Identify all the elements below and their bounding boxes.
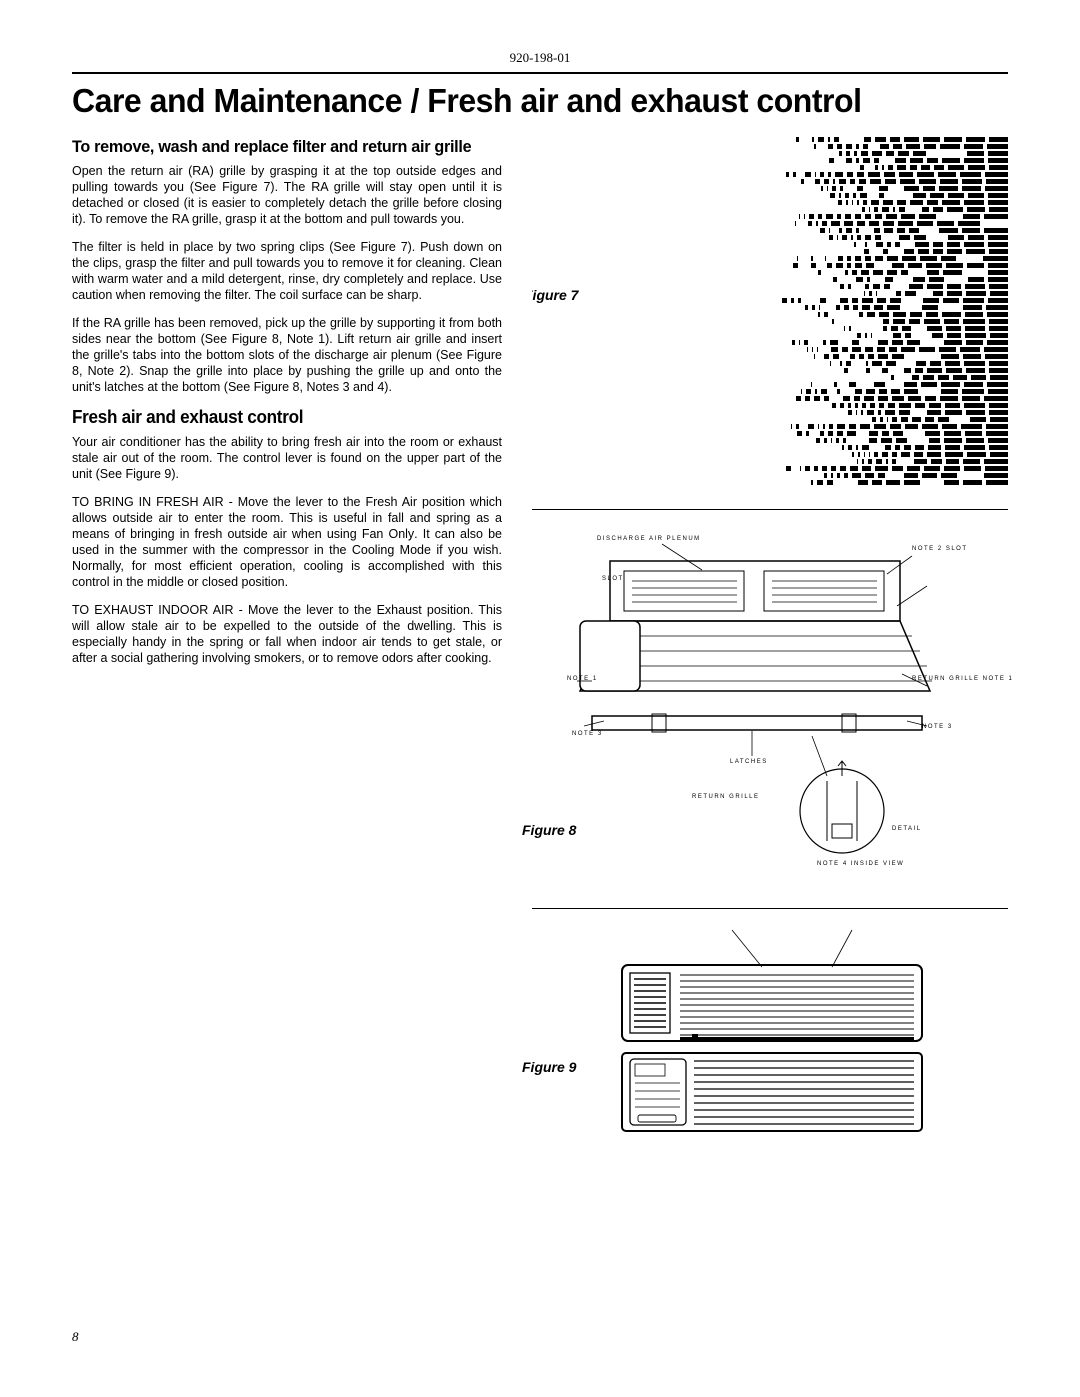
diagram-label: LATCHES	[730, 759, 768, 765]
text-run-term: Fan Only	[362, 527, 414, 541]
diagram-label: NOTE 4 INSIDE VIEW	[817, 861, 904, 867]
figure-column: Figure 7 Figure 8	[532, 137, 1008, 1153]
two-column-layout: To remove, wash and replace filter and r…	[72, 137, 1008, 1153]
page-title: Care and Maintenance / Fresh air and exh…	[72, 84, 980, 119]
divider	[532, 509, 1008, 510]
page-number: 8	[72, 1329, 79, 1345]
figure-9: Figure 9	[532, 925, 1008, 1145]
text-run-term: Exhaust	[377, 603, 422, 617]
diagram-label: RETURN GRILLE NOTE 1	[912, 676, 1013, 682]
section-heading-filter: To remove, wash and replace filter and r…	[72, 137, 481, 157]
diagram-label: NOTE 3	[572, 731, 603, 737]
figure-7-graphic	[592, 137, 1008, 497]
text-run-term: Fresh Air	[365, 495, 417, 509]
diagram-label: DETAIL	[892, 826, 922, 832]
diagram-label: NOTE 2 SLOT	[912, 546, 968, 552]
diagram-label: SLOT	[602, 576, 624, 582]
paragraph: TO BRING IN FRESH AIR - Move the lever t…	[72, 494, 502, 590]
figure-label: Figure 7	[532, 287, 578, 303]
diagram-label: RETURN GRILLE	[692, 794, 760, 800]
figure-7: Figure 7	[532, 137, 1008, 497]
text-run: TO EXHAUST INDOOR AIR - Move the lever t…	[72, 603, 377, 617]
paragraph: If the RA grille has been removed, pick …	[72, 315, 502, 395]
top-rule	[72, 72, 1008, 74]
text-column: To remove, wash and replace filter and r…	[72, 137, 502, 1153]
figure-9-diagram	[532, 925, 952, 1145]
paragraph: Your air conditioner has the ability to …	[72, 434, 502, 482]
paragraph: TO EXHAUST INDOOR AIR - Move the lever t…	[72, 602, 502, 666]
text-run: TO BRING IN FRESH AIR - Move the lever t…	[72, 495, 365, 509]
document-number: 920-198-01	[72, 50, 1008, 66]
divider	[532, 908, 1008, 909]
figure-8: Figure 8	[532, 526, 1008, 896]
figure-8-diagram	[532, 526, 952, 896]
diagram-label: DISCHARGE AIR PLENUM	[597, 536, 701, 542]
diagram-label: NOTE 1	[567, 676, 598, 682]
paragraph: Open the return air (RA) grille by grasp…	[72, 163, 502, 227]
paragraph: The filter is held in place by two sprin…	[72, 239, 502, 303]
page: 920-198-01 Care and Maintenance / Fresh …	[0, 0, 1080, 1203]
section-heading-fresh-air: Fresh air and exhaust control	[72, 407, 481, 428]
diagram-label: NOTE 3	[922, 724, 953, 730]
